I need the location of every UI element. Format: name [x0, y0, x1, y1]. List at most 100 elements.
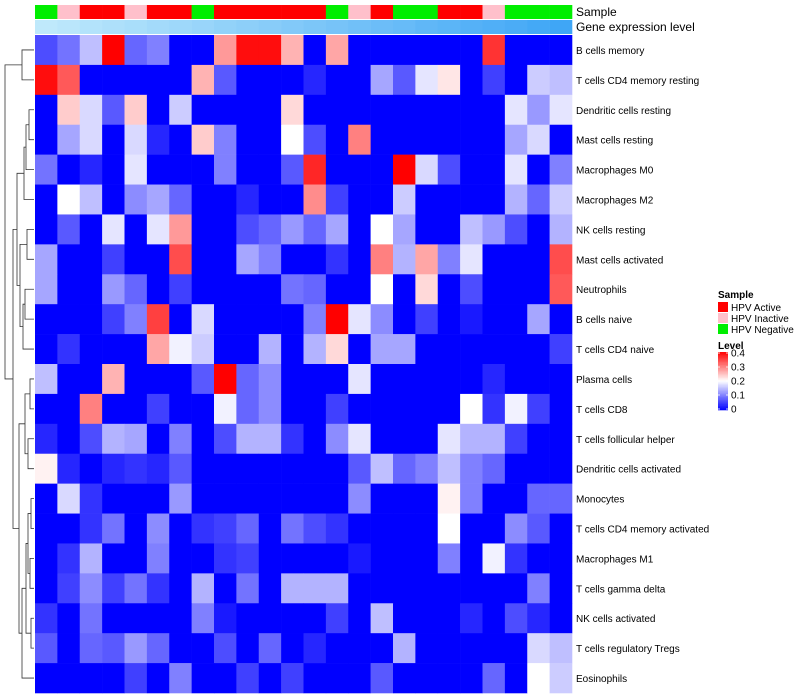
heatmap-cell: [415, 603, 439, 634]
heatmap-cell: [281, 633, 304, 664]
heatmap-cell: [124, 244, 148, 275]
heatmap-cell: [35, 124, 58, 155]
heatmap-cell: [236, 124, 260, 155]
heatmap-cell: [370, 663, 394, 694]
heatmap-cell: [303, 513, 327, 544]
heatmap-cell: [146, 513, 170, 544]
expression-level-cell: [169, 20, 192, 34]
heatmap-cell: [348, 364, 371, 395]
dendrogram-branch: [16, 172, 24, 286]
heatmap-cell: [460, 663, 483, 694]
dendrogram-branch: [27, 513, 31, 574]
heatmap-cell: [281, 274, 304, 305]
heatmap-cell: [482, 453, 506, 484]
heatmap-cell: [35, 274, 58, 305]
heatmap-cell: [214, 543, 237, 574]
expression-level-cell: [370, 20, 394, 34]
heatmap-cell: [460, 483, 483, 514]
heatmap-cell: [504, 453, 528, 484]
sample-annotation-label: Sample: [576, 5, 617, 19]
heatmap-cell: [504, 244, 528, 275]
heatmap-cell: [214, 423, 237, 455]
heatmap-cell: [124, 364, 148, 395]
heatmap-cell: [393, 304, 416, 335]
heatmap-cell: [79, 633, 103, 664]
heatmap-cell: [102, 35, 125, 66]
dendrogram-branch: [27, 438, 34, 470]
heatmap-cell: [549, 35, 573, 66]
heatmap-cell: [35, 573, 58, 604]
colorbar-segment: [718, 379, 728, 382]
colorbar-tick-label: 0.3: [731, 363, 745, 374]
heatmap-cell: [348, 663, 371, 694]
heatmap-cell: [437, 64, 461, 96]
heatmap-cell: [79, 304, 103, 335]
heatmap-cell: [415, 214, 439, 245]
heatmap-cell: [35, 423, 58, 455]
heatmap-cell: [191, 663, 215, 694]
heatmap-cell: [35, 393, 58, 425]
heatmap-cell: [236, 154, 260, 185]
heatmap-cell: [214, 154, 237, 185]
heatmap-cell: [191, 214, 215, 245]
heatmap-cell: [348, 274, 371, 305]
heatmap-cell: [437, 35, 461, 66]
dendrogram-branch: [29, 378, 34, 410]
colorbar-segment: [718, 363, 728, 366]
legend-level-colorbar: 0.4 0.3 0.2 0.1 0: [718, 349, 745, 416]
heatmap-cell: [482, 663, 506, 694]
heatmap-cell: [415, 633, 439, 664]
heatmap-cell: [191, 184, 215, 215]
heatmap-cell: [348, 35, 371, 66]
heatmap-cell: [303, 334, 327, 365]
heatmap-cell: [57, 334, 81, 365]
heatmap-cell: [79, 483, 103, 514]
sample-annotation-cell: [504, 5, 528, 19]
legend-swatch: [718, 302, 728, 312]
heatmap-cell: [549, 603, 573, 634]
heatmap-cell: [415, 483, 439, 514]
expression-level-cell: [281, 20, 304, 34]
heatmap-cell: [415, 334, 439, 365]
heatmap-cell: [527, 513, 550, 544]
heatmap-cell: [460, 214, 483, 245]
row-label: NK cells activated: [576, 614, 655, 625]
heatmap-cell: [236, 94, 260, 126]
heatmap-cell: [57, 124, 81, 155]
heatmap-cell: [146, 663, 170, 694]
colorbar-segment: [718, 396, 728, 399]
heatmap-cell: [102, 334, 125, 365]
heatmap-cell: [549, 244, 573, 275]
heatmap-cell: [57, 423, 81, 455]
heatmap-cell: [281, 184, 304, 215]
sample-annotation-cell: [191, 5, 215, 19]
heatmap-cell: [258, 64, 282, 96]
row-label: T cells regulatory Tregs: [576, 644, 680, 655]
heatmap-cell: [35, 543, 58, 574]
heatmap-cell: [35, 633, 58, 664]
colorbar-segment: [718, 398, 728, 401]
heatmap-cell: [348, 304, 371, 335]
heatmap-cell: [303, 64, 327, 96]
legend-sample-label: HPV Inactive: [731, 314, 789, 325]
colorbar-segment: [718, 362, 728, 364]
heatmap-cell: [303, 35, 327, 66]
row-label: Dendritic cells activated: [576, 465, 681, 476]
heatmap-cell: [236, 393, 260, 425]
legend-level-title: Level: [718, 341, 744, 352]
heatmap-cell: [281, 663, 304, 694]
heatmap-cell: [325, 453, 349, 484]
heatmap-cell: [169, 274, 192, 305]
heatmap-cell: [281, 94, 304, 126]
heatmap-cell: [258, 423, 282, 455]
legend-sample-label: HPV Negative: [731, 325, 794, 336]
expression-level-cell: [527, 20, 550, 34]
heatmap-cell: [393, 423, 416, 455]
heatmap-cell: [460, 124, 483, 155]
colorbar-segment: [718, 394, 728, 396]
heatmap-cell: [281, 573, 304, 604]
heatmap-cell: [303, 483, 327, 514]
heatmap-cell: [79, 513, 103, 544]
colorbar-segment: [718, 352, 728, 354]
heatmap-cell: [191, 543, 215, 574]
